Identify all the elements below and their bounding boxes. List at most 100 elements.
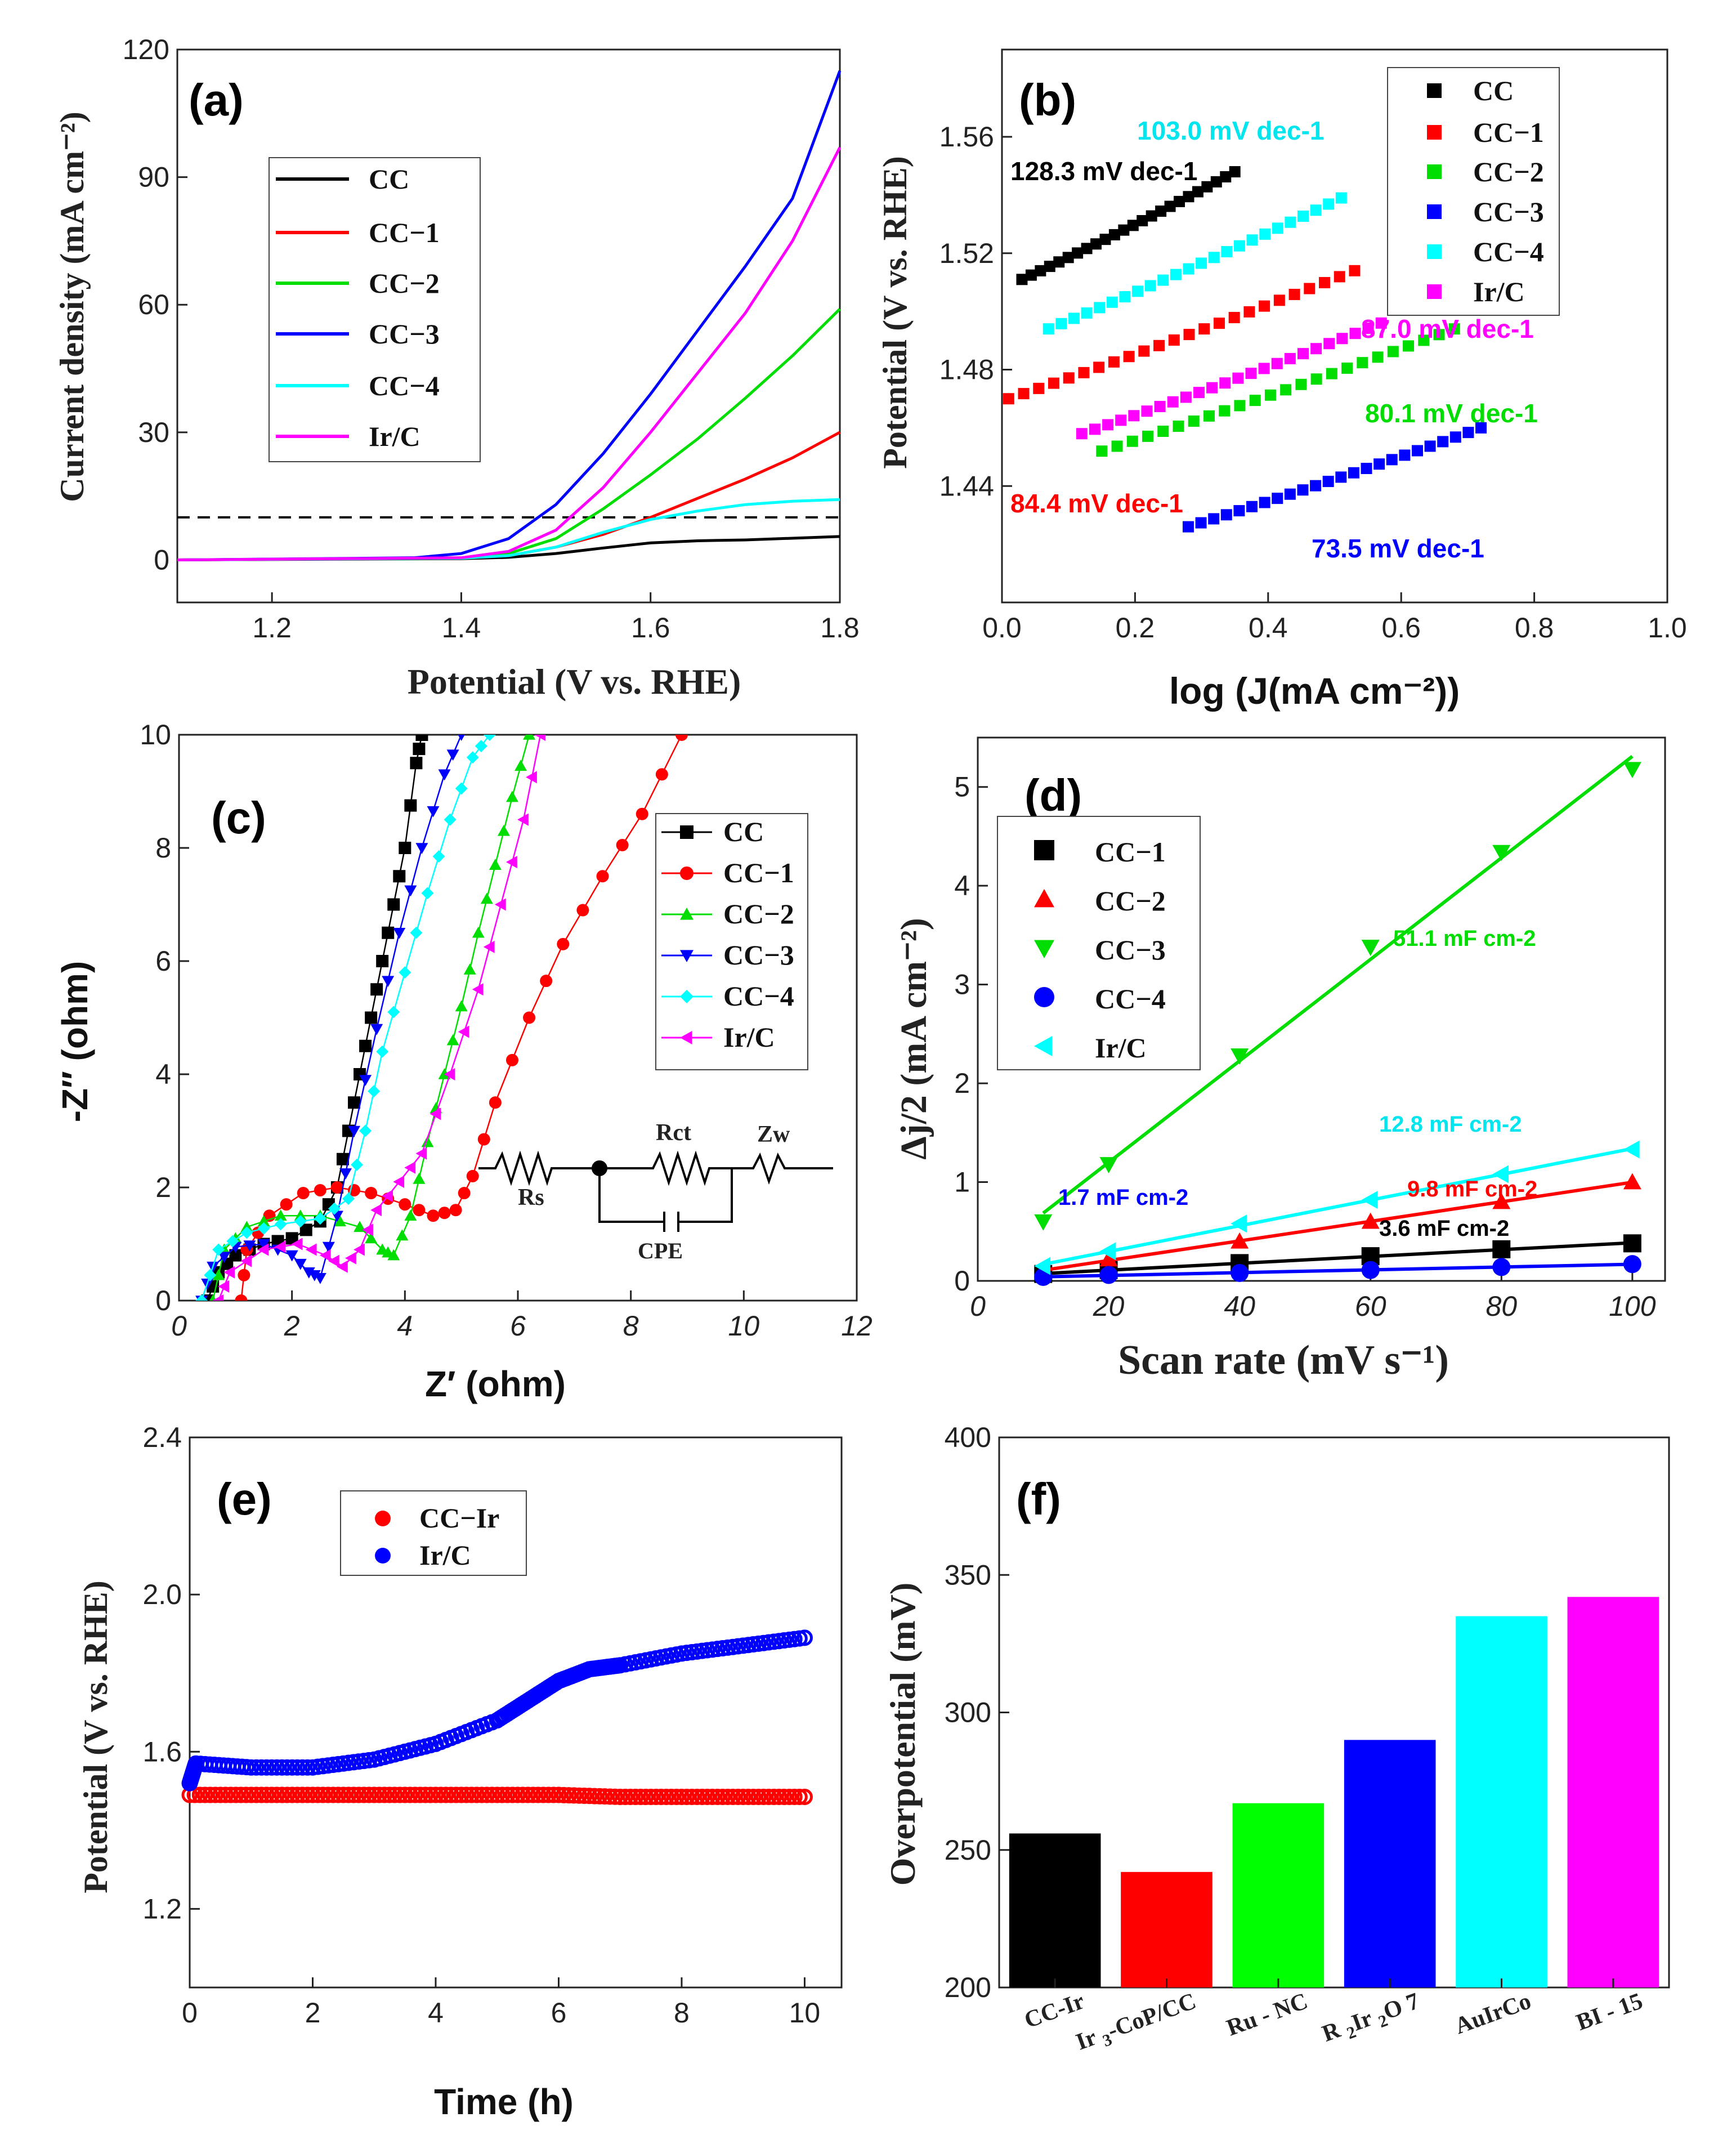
panel-b-point (1193, 387, 1205, 399)
panel-e-point (294, 1759, 311, 1776)
panel-f-category-label: Ir 3-CoP/CC (1073, 1988, 1201, 2059)
panel-c-point (489, 859, 502, 870)
panel-d-ytick-label: 1 (954, 1167, 970, 1198)
panel-a-legend-cc1: CC−1 (369, 217, 440, 248)
panel-c-point (204, 1268, 217, 1281)
panel-b-point (1089, 423, 1100, 435)
panel-c-point (257, 1239, 270, 1250)
panel-d-point (1492, 1240, 1511, 1258)
panel-b-tafel-cc3: 73.5 mV dec-1 (1312, 534, 1484, 563)
panel-c-ytick-label: 10 (140, 719, 171, 751)
panel-c-point (370, 983, 383, 996)
panel-e-point (602, 1788, 619, 1805)
panel-e-point (571, 1787, 588, 1804)
panel-c-label: (c) (211, 793, 266, 843)
panel-c-point (280, 1198, 293, 1211)
panel-b-legend-mark-cc3 (1427, 204, 1442, 219)
panel-e-point (396, 1786, 413, 1803)
panel-c-point (294, 1215, 307, 1228)
panel-e-point (442, 1786, 459, 1803)
panel-c-point (489, 1096, 502, 1109)
panel-c-point (393, 1175, 405, 1188)
panel-d-legend-box (997, 816, 1201, 1070)
panel-b-point (1403, 340, 1415, 352)
panel-b-point (1208, 513, 1220, 525)
panel-f-ytick-label: 350 (945, 1559, 991, 1591)
panel-b-point (1123, 351, 1135, 363)
panel-b-point (1063, 372, 1075, 384)
panel-e-point (458, 1786, 475, 1803)
panel-b-point (1180, 391, 1192, 403)
panel-e-point (591, 1788, 608, 1804)
panel-e-legend-mark-irc (375, 1548, 391, 1564)
panel-d-xtick-label: 60 (1355, 1290, 1386, 1322)
panel-e-point (581, 1788, 598, 1804)
panel-b-point (1319, 277, 1331, 289)
panel-c-point (285, 1250, 298, 1262)
panel-b-point (1273, 294, 1285, 306)
panel-b-point (1271, 358, 1283, 369)
panel-c-point (370, 1024, 383, 1035)
panel-e-point (653, 1789, 670, 1806)
panel-e-point (776, 1789, 793, 1806)
panel-c-point (305, 1243, 317, 1256)
panel-e-point (401, 1786, 418, 1803)
panel-b-point (1081, 243, 1093, 254)
panel-b-point (1310, 204, 1322, 216)
panel-a: (a) 1.2 1.4 1.6 1.8 0 30 60 90 120 Potential (V … (53, 34, 860, 702)
panel-f-ylabel: Overpotential (mV) (883, 1583, 923, 1886)
panel-b-point (1295, 378, 1307, 390)
panel-b-point (1246, 234, 1258, 246)
panel-d-legend: CC−1 CC−2 CC−3 CC−4 Ir/C (997, 816, 1201, 1070)
panel-c-point (240, 1254, 252, 1267)
panel-b-legend-box (1387, 67, 1560, 316)
panel-d-ytick-label: 5 (954, 771, 970, 803)
panel-c-point (534, 735, 545, 741)
panel-f-ytick-label: 400 (945, 1422, 991, 1453)
panel-e-point (745, 1789, 762, 1806)
panel-e-point (750, 1789, 767, 1806)
panel-d-xtick-label: 0 (970, 1290, 986, 1322)
panel-b-point (1141, 405, 1153, 417)
panel-c-legend: CC CC−1 CC−2 CC−3 CC−4 Ir/C (655, 813, 808, 1070)
panel-e-point (632, 1789, 649, 1806)
panel-b-point (1475, 422, 1487, 434)
panel-f-category-label: BI - 15 (1573, 1988, 1646, 2036)
circuit-rs-resistor (478, 1150, 599, 1186)
panel-c-point (404, 799, 417, 812)
panel-e-point (279, 1786, 296, 1803)
panel-e-point (714, 1789, 731, 1806)
panel-b-point (1234, 400, 1246, 412)
panel-d-xlabel: Scan rate (mV s⁻¹) (1118, 1337, 1449, 1383)
panel-e-point (668, 1789, 685, 1806)
panel-e-ytick-label: 1.6 (142, 1736, 182, 1767)
panel-e-point (740, 1789, 757, 1806)
panel-c-xtick-label: 8 (623, 1310, 639, 1342)
circuit-cpe-label: CPE (638, 1238, 683, 1263)
panel-e-point (279, 1759, 296, 1776)
panel-e-point (617, 1789, 634, 1806)
panel-d-legend-mark (1034, 1036, 1053, 1056)
panel-e-point (627, 1789, 644, 1806)
panel-b-point (1196, 257, 1207, 269)
panel-b-point (1188, 415, 1200, 427)
panel-d-legend-label: CC−3 (1095, 934, 1166, 966)
panel-f-label: (f) (1016, 1474, 1061, 1524)
panel-f-bar (1232, 1803, 1325, 1987)
panel-c-point (497, 824, 510, 836)
panel-d-cdl-irc: 12.8 mF cm-2 (1379, 1112, 1522, 1137)
panel-c-point (274, 1240, 286, 1253)
panel-c-point (376, 955, 389, 967)
panel-b-point (1449, 431, 1461, 443)
panel-c-xtick-label: 12 (841, 1310, 873, 1342)
panel-d-fit-line (1043, 1147, 1633, 1266)
panel-c-legend-label: CC−2 (723, 898, 794, 930)
panel-c-point (345, 1252, 356, 1265)
panel-c-point (212, 1243, 225, 1256)
panel-c-point (351, 1158, 364, 1171)
panel-e-point (243, 1786, 259, 1803)
panel-b-point (1264, 389, 1276, 401)
panel-e-point (796, 1629, 813, 1646)
panel-e-point (269, 1786, 285, 1803)
panel-c-xlabel: Z′ (ohm) (425, 1364, 566, 1404)
